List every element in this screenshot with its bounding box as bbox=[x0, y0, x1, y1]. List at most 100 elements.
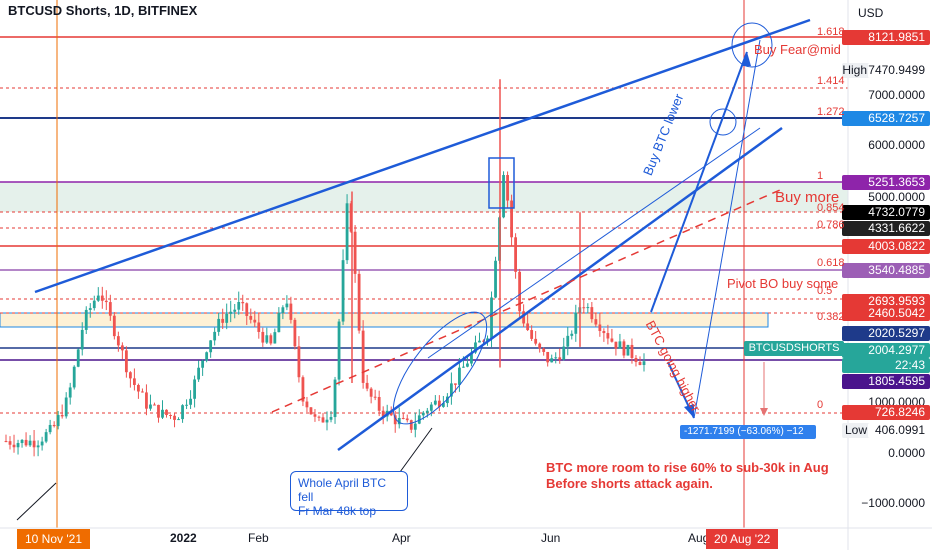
candle-body bbox=[602, 331, 606, 334]
fib-label-05: 0.5 bbox=[817, 285, 833, 297]
candle-body bbox=[486, 338, 489, 342]
candle-body bbox=[20, 439, 24, 444]
candlestick-series bbox=[4, 79, 646, 457]
price-label: 4003.0822 bbox=[842, 239, 930, 254]
candle-body bbox=[321, 417, 325, 423]
candle-body bbox=[470, 352, 473, 364]
candle-body bbox=[48, 424, 52, 433]
candle-body bbox=[181, 405, 184, 420]
candle-body bbox=[301, 377, 305, 402]
time-label-jun: Jun bbox=[541, 531, 561, 545]
time-label-aug20: 20 Aug '22 bbox=[706, 529, 779, 549]
price-label: 726.8246 bbox=[842, 405, 930, 420]
candle-body bbox=[297, 346, 301, 378]
bottom-note: BTC more room to rise 60% to sub-30k in … bbox=[546, 460, 829, 492]
candle-body bbox=[104, 300, 108, 303]
candle-body bbox=[582, 307, 586, 309]
candle-body bbox=[538, 343, 542, 349]
candle-body bbox=[173, 415, 176, 420]
bottom-note-line-1: BTC more room to rise 60% to sub-30k in … bbox=[546, 460, 829, 475]
candle-body bbox=[357, 273, 361, 331]
bottom-note-line-2: Before shorts attack again. bbox=[546, 476, 713, 491]
candle-body bbox=[72, 366, 76, 388]
candle-body bbox=[466, 363, 469, 367]
candle-body bbox=[478, 340, 481, 343]
candle-body bbox=[40, 441, 44, 446]
candle-body bbox=[630, 344, 634, 358]
candle-body bbox=[590, 307, 594, 320]
price-label: 0.0000 bbox=[888, 446, 925, 460]
candle-body bbox=[546, 351, 550, 363]
candle-body bbox=[217, 318, 221, 332]
fib-label-0: 0 bbox=[817, 399, 824, 411]
candle-body bbox=[108, 302, 112, 316]
candle-body bbox=[437, 400, 441, 407]
fib-label-1: 1 bbox=[817, 170, 824, 182]
candle-body bbox=[401, 417, 405, 419]
candle-body bbox=[445, 396, 449, 404]
candle-body bbox=[16, 443, 20, 448]
price-label: 5000.0000 bbox=[868, 190, 925, 204]
price-label: 7000.0000 bbox=[868, 88, 925, 102]
candle-body bbox=[614, 341, 618, 349]
time-label-2022: 2022 bbox=[170, 531, 197, 545]
candle-body bbox=[429, 404, 433, 411]
price-label: 2460.5042 bbox=[842, 306, 930, 321]
candle-body bbox=[44, 432, 48, 442]
time-label-aug: Aug bbox=[688, 531, 710, 545]
candle-body bbox=[361, 330, 365, 383]
candle-body bbox=[100, 295, 104, 301]
candle-body bbox=[425, 410, 429, 413]
candle-body bbox=[490, 297, 493, 339]
time-label-apr: Apr bbox=[392, 531, 411, 545]
candle-body bbox=[229, 311, 233, 314]
price-label: 4331.6622 bbox=[842, 221, 930, 236]
candle-body bbox=[193, 379, 196, 399]
annotation-buy-more: Buy more bbox=[775, 189, 840, 206]
candle-body bbox=[454, 383, 457, 385]
candle-body bbox=[209, 340, 213, 353]
fib-label-0854: 0.854 bbox=[817, 202, 845, 214]
candle-body bbox=[502, 175, 505, 218]
candle-body bbox=[345, 203, 349, 261]
candle-body bbox=[177, 419, 180, 421]
candle-body bbox=[325, 419, 329, 423]
candle-body bbox=[205, 352, 209, 361]
price-label: 3540.4885 bbox=[842, 263, 930, 278]
candle-body bbox=[88, 308, 92, 310]
candle-body bbox=[8, 441, 12, 445]
candle-body bbox=[112, 315, 116, 337]
candle-body bbox=[634, 357, 638, 363]
candle-body bbox=[317, 416, 321, 418]
candle-body bbox=[534, 338, 538, 344]
candle-body bbox=[353, 231, 357, 274]
candle-body bbox=[397, 417, 401, 425]
candle-body bbox=[522, 311, 526, 324]
candle-body bbox=[213, 331, 217, 341]
candle-body bbox=[526, 323, 530, 331]
candle-body bbox=[277, 312, 281, 333]
candle-body bbox=[329, 417, 333, 420]
candle-body bbox=[141, 391, 144, 393]
candle-body bbox=[185, 404, 188, 406]
candle-body bbox=[253, 319, 257, 323]
candle-body bbox=[514, 237, 517, 272]
candle-body bbox=[265, 335, 269, 343]
candle-body bbox=[197, 367, 201, 380]
candle-body bbox=[76, 349, 80, 367]
candle-body bbox=[369, 388, 373, 397]
candle-body bbox=[201, 360, 205, 368]
candle-body bbox=[558, 357, 562, 360]
candle-body bbox=[562, 346, 566, 360]
candle-body bbox=[337, 321, 341, 380]
candle-body bbox=[373, 396, 377, 398]
candle-body bbox=[133, 378, 136, 385]
candle-body bbox=[570, 333, 574, 336]
candle-body bbox=[80, 329, 84, 350]
candle-body bbox=[594, 319, 598, 325]
candle-body bbox=[626, 344, 630, 356]
annotation-buy-fear: Buy Fear@mid bbox=[754, 42, 841, 57]
candle-body bbox=[610, 338, 614, 342]
candle-body bbox=[116, 336, 120, 346]
